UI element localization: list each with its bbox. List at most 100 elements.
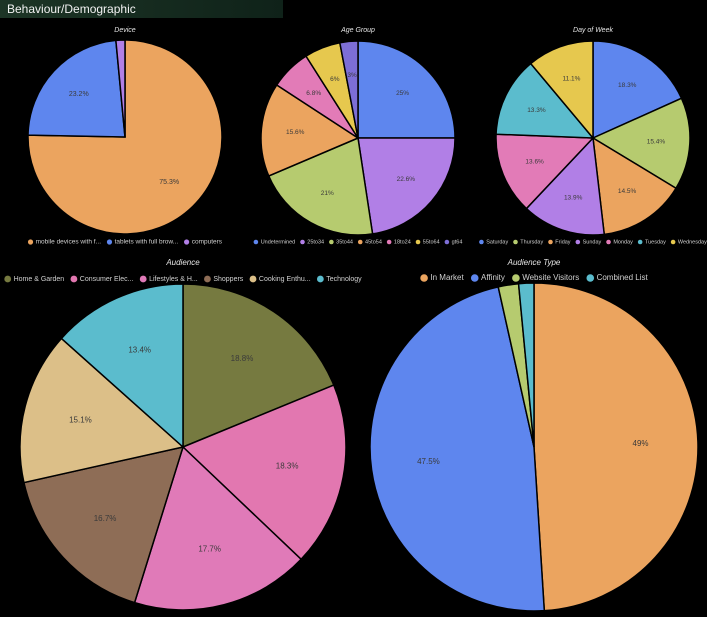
pie-chart: Audience Type 49% 47.5% In Market Affinity We… <box>369 258 699 612</box>
slice-label: 15.4% <box>647 139 666 146</box>
pie-slice <box>529 40 594 141</box>
legend-swatch <box>386 239 392 245</box>
legend-swatch <box>249 275 257 283</box>
pie-slice <box>357 137 456 235</box>
legend-swatch <box>253 239 259 245</box>
pie-slice <box>338 40 359 139</box>
legend-label: Monday <box>613 239 633 245</box>
legend-label: Website Visitors <box>522 273 579 282</box>
legend-swatch <box>27 239 34 245</box>
legend-swatch <box>586 274 595 282</box>
legend-label: Tuesday <box>645 239 666 245</box>
slice-label: 6% <box>330 76 340 83</box>
legend: Undetermined 25to34 35to44 45to54 18to24 55to… <box>253 239 463 245</box>
pie-slice <box>533 282 699 612</box>
legend-label: Affinity <box>481 273 505 282</box>
pie-slice <box>267 136 374 236</box>
legend-label: gt64 <box>452 239 463 245</box>
legend: mobile devices with f... tablets with ful… <box>27 239 223 246</box>
legend-swatch <box>300 239 305 245</box>
pie-slice <box>591 97 691 190</box>
legend-label: 35to44 <box>336 239 353 245</box>
pie-slice <box>369 286 546 612</box>
pie-slice <box>525 136 606 236</box>
slice-label: 15.6% <box>286 129 305 136</box>
pie-chart: Audience 18.8% 18.3% 17.7% 16.7% 15.1% 13.4% Ho… <box>4 258 362 611</box>
slice-label: 49% <box>633 439 649 448</box>
slice-label: 75.3% <box>159 179 179 186</box>
pie-slice <box>592 136 678 236</box>
legend-label: Friday <box>555 239 571 245</box>
legend-swatch <box>357 239 363 245</box>
legend-label: 18to24 <box>394 239 411 245</box>
header-title: Behaviour/Demographic <box>7 2 136 16</box>
slice-label: 25% <box>396 90 409 97</box>
chart-title: Day of Week <box>573 27 613 34</box>
slice-label: 17.7% <box>198 545 221 554</box>
slice-label: 11.1% <box>563 75 581 82</box>
pie-slice <box>60 283 184 449</box>
pie-slice <box>23 445 185 604</box>
legend-swatch <box>479 239 484 245</box>
legend-label: Combined List <box>597 273 649 282</box>
legend-swatch <box>637 239 643 245</box>
legend-label: Wednesday <box>678 239 707 245</box>
legend-swatch <box>4 275 12 283</box>
legend: Saturday Thursday Friday Sunday Monday Tuesda… <box>479 239 707 245</box>
legend-label: Lifestyles & H... <box>149 276 198 283</box>
pie-slice <box>27 39 223 235</box>
legend-label: In Market <box>430 273 464 282</box>
pie-chart: Device 75.3% 23.2% mobile devices with f...… <box>27 27 223 246</box>
legend-label: Sunday <box>583 239 602 245</box>
slice-label: 15.1% <box>69 415 92 424</box>
header-bar <box>0 0 283 18</box>
pie-slice <box>592 40 683 140</box>
legend-swatch <box>444 239 450 245</box>
pie-slice <box>115 39 126 138</box>
legend-label: Consumer Elec... <box>80 276 134 283</box>
legend-swatch <box>420 274 428 282</box>
pie-slice <box>182 283 335 449</box>
slice-label: 23.2% <box>69 91 89 98</box>
chart-title: Device <box>114 27 136 34</box>
legend-label: Technology <box>326 276 362 283</box>
slice-label: 16.7% <box>94 514 117 523</box>
slice-label: 6.8% <box>306 90 321 97</box>
chart-title: Audience Type <box>507 258 561 267</box>
pie-chart: Age Group 25% 22.6% 21% 15.6% 6.8% 6% 3% Undeter… <box>253 27 463 245</box>
pie-slice <box>357 40 456 139</box>
slice-label: 14.5% <box>618 188 637 195</box>
legend-label: 25to34 <box>307 239 324 245</box>
pie-slice <box>495 62 595 139</box>
legend-swatch <box>670 239 676 245</box>
pie-slice <box>260 83 360 177</box>
legend-swatch <box>329 239 334 245</box>
slice-label: 21% <box>321 190 334 197</box>
legend-label: Home & Garden <box>14 276 65 283</box>
slice-label: 18.3% <box>618 82 637 89</box>
legend-swatch <box>470 274 479 282</box>
legend-label: computers <box>192 239 223 246</box>
legend-label: 55to64 <box>423 239 440 245</box>
pie-slice <box>517 282 535 448</box>
slice-label: 13.6% <box>525 159 544 166</box>
legend-label: mobile devices with f... <box>36 239 102 246</box>
legend-label: tablets with full brow... <box>115 239 179 246</box>
slice-label: 22.6% <box>397 176 416 183</box>
legend-label: Shoppers <box>213 276 243 283</box>
legend-swatch <box>575 239 581 245</box>
legend-label: Cooking Enthu... <box>259 276 311 283</box>
legend-swatch <box>512 274 520 282</box>
legend-swatch <box>606 239 611 245</box>
legend: Home & Garden Consumer Elec... Lifestyles … <box>4 275 362 283</box>
pie-chart: Day of Week 18.3% 15.4% 14.5% 13.9% 13.6% 13.3… <box>479 27 707 245</box>
legend-swatch <box>106 239 113 245</box>
chart-title: Age Group <box>340 27 375 34</box>
slice-label: 3% <box>347 72 357 79</box>
legend-label: Saturday <box>486 239 508 245</box>
slice-label: 13.9% <box>564 195 583 202</box>
pie-slice <box>495 133 595 210</box>
legend-swatch <box>548 239 553 245</box>
